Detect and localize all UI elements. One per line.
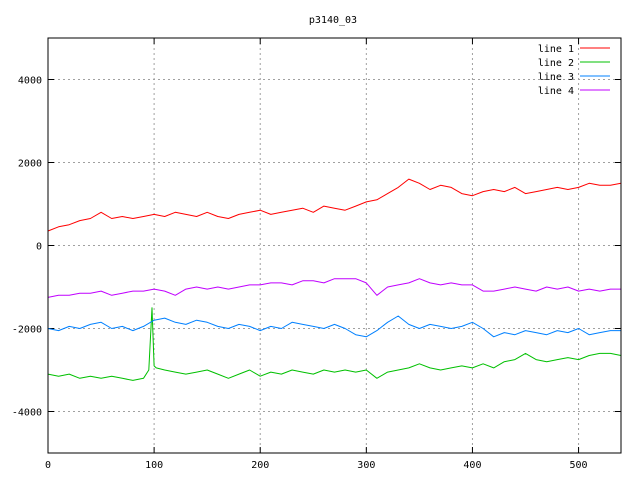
series-lines (47, 178, 622, 381)
y-tick-label: 0 (36, 242, 42, 253)
plot-frame (47, 37, 622, 454)
legend-label: line 2 (538, 58, 574, 69)
x-tick-label: 0 (45, 460, 51, 471)
legend-label: line 3 (538, 72, 574, 83)
series-line-3 (47, 315, 621, 338)
series-line-2 (47, 307, 622, 381)
y-tick-label: 2000 (18, 159, 42, 170)
series-line-1 (47, 178, 622, 232)
x-tick-label: 400 (463, 460, 481, 471)
y-tick-label: 4000 (18, 76, 42, 87)
x-tick-label: 500 (570, 460, 588, 471)
series-line-4 (47, 278, 621, 298)
x-tick-label: 200 (251, 460, 269, 471)
axis-ticks: 0 100 200 300 400 500 -4000 -2000 0 2000 4000 (12, 38, 621, 471)
x-tick-label: 300 (357, 460, 375, 471)
chart-title: p3140_03 (309, 15, 357, 26)
x-tick-label: 100 (145, 460, 163, 471)
legend: line 1 line 2 line 3 line 4 (538, 44, 610, 97)
legend-label: line 1 (538, 44, 574, 55)
y-tick-label: -2000 (12, 325, 42, 336)
grid-lines (48, 38, 621, 453)
y-tick-label: -4000 (12, 408, 42, 419)
legend-label: line 4 (538, 86, 574, 97)
